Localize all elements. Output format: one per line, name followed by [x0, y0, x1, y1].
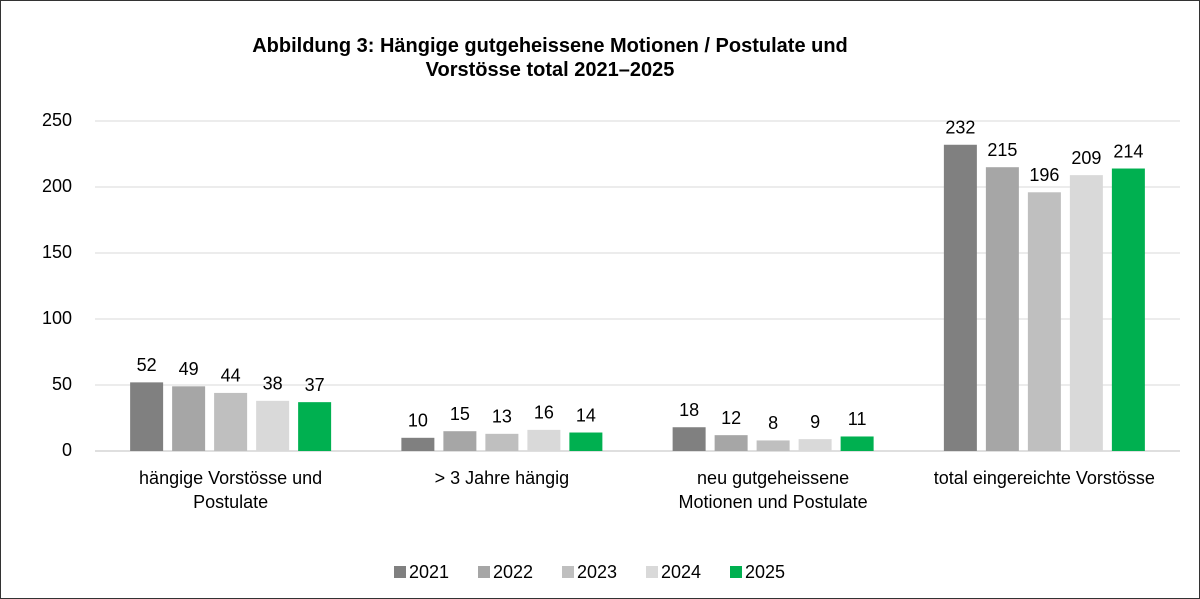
bar [172, 386, 206, 451]
bar [840, 436, 874, 451]
value-label: 37 [305, 375, 325, 395]
bar [1069, 175, 1103, 451]
legend-label: 2021 [409, 562, 449, 582]
y-tick-label: 50 [52, 374, 72, 394]
y-tick-label: 200 [42, 176, 72, 196]
value-label: 16 [534, 403, 554, 423]
value-label: 52 [137, 355, 157, 375]
value-label: 8 [768, 413, 778, 433]
bar [569, 432, 603, 451]
legend-swatch [562, 566, 574, 578]
bar [401, 437, 435, 451]
value-label: 10 [408, 411, 428, 431]
bar [1027, 192, 1061, 451]
value-label: 18 [679, 400, 699, 420]
bar [485, 433, 519, 451]
value-label: 12 [721, 408, 741, 428]
bar [1111, 168, 1145, 451]
value-label: 214 [1113, 141, 1143, 161]
value-label: 196 [1029, 165, 1059, 185]
bar [714, 435, 748, 451]
bar [214, 392, 248, 451]
x-tick-label: neu gutgeheissene Motionen und Postulate [678, 468, 868, 512]
bar [943, 144, 977, 451]
value-label: 49 [179, 359, 199, 379]
value-label: 13 [492, 407, 512, 427]
y-tick-label: 150 [42, 242, 72, 262]
value-label: 15 [450, 404, 470, 424]
value-label: 44 [221, 366, 241, 386]
bar [298, 402, 332, 451]
value-label: 9 [810, 412, 820, 432]
y-tick-label: 100 [42, 308, 72, 328]
y-tick-label: 250 [42, 110, 72, 130]
legend-swatch [646, 566, 658, 578]
legend-label: 2023 [577, 562, 617, 582]
chart-title: Abbildung 3: Hängige gutgeheissene Motio… [252, 35, 848, 81]
bar [256, 400, 290, 451]
x-tick-label: > 3 Jahre hängig [434, 468, 570, 488]
bar [985, 167, 1019, 451]
value-label: 11 [848, 409, 867, 429]
x-tick-label: total eingereichte Vorstösse [933, 468, 1155, 488]
x-tick-label: hängige Vorstösse und Postulate [139, 468, 323, 512]
value-label: 215 [987, 140, 1017, 160]
legend-swatch [730, 566, 742, 578]
bar [672, 427, 706, 451]
bar [798, 439, 832, 451]
value-label: 232 [945, 118, 975, 138]
legend-swatch [394, 566, 406, 578]
value-label: 14 [576, 405, 596, 425]
legend-swatch [478, 566, 490, 578]
bar [527, 429, 561, 451]
legend-label: 2022 [493, 562, 533, 582]
bar [130, 382, 164, 451]
bar [756, 440, 790, 451]
y-tick-label: 0 [62, 440, 72, 460]
value-label: 38 [263, 374, 283, 394]
bar [443, 431, 477, 451]
value-label: 209 [1071, 148, 1101, 168]
legend-label: 2024 [661, 562, 701, 582]
legend-label: 2025 [745, 562, 785, 582]
